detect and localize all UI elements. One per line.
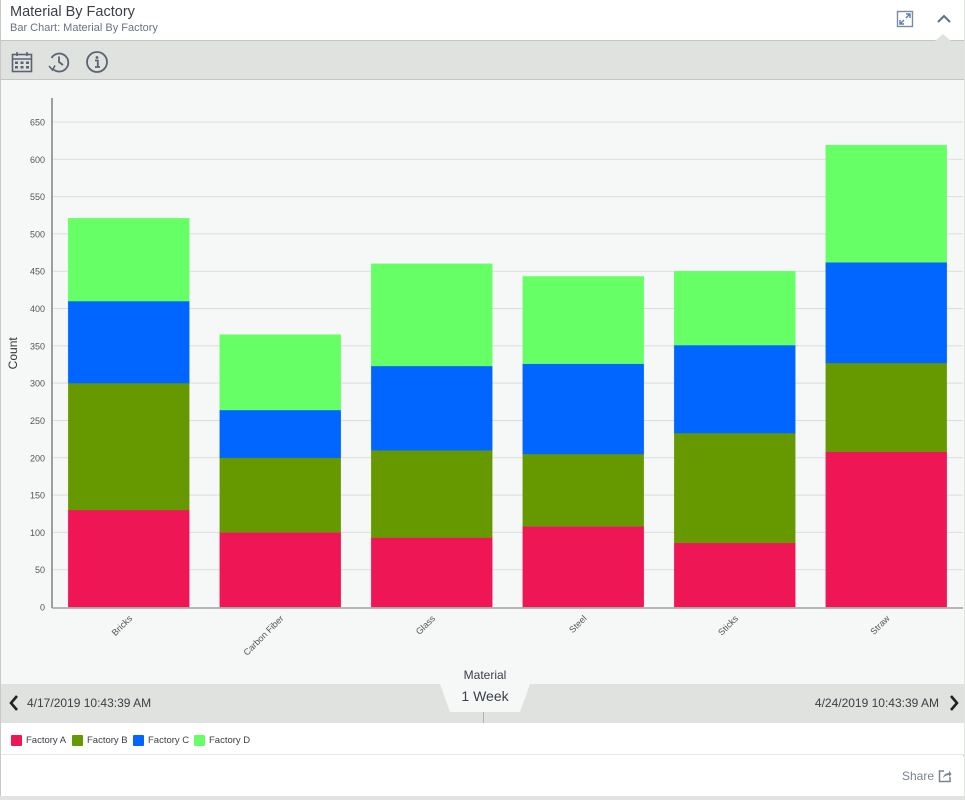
legend-swatch	[11, 735, 22, 746]
x-tick-label: Glass	[414, 613, 438, 637]
bar-factory-d-sticks	[673, 270, 796, 346]
bar-factory-b-sticks	[673, 432, 796, 544]
panel-title: Material By Factory	[10, 4, 135, 20]
bar-factory-d-bricks	[67, 217, 190, 302]
share-icon	[938, 770, 952, 783]
x-tick-label: Carbon Fiber	[241, 613, 285, 657]
panel-subtitle: Bar Chart: Material By Factory	[10, 22, 158, 34]
y-tick-label: 100	[30, 528, 45, 538]
bar-factory-c-sticks	[673, 344, 796, 434]
y-tick-label: 550	[30, 192, 45, 202]
x-tick-label: Straw	[868, 613, 892, 637]
y-tick-label: 50	[35, 565, 45, 575]
x-axis-title: Material	[463, 668, 507, 682]
chart-legend: Factory A Factory B Factory C Factory D	[1, 723, 964, 755]
bar-factory-a-steel	[522, 526, 645, 608]
panel-footer: Share	[1, 756, 964, 796]
range-tab-shape	[440, 684, 530, 712]
legend-item-factory-d[interactable]: Factory D	[194, 735, 250, 746]
bar-factory-d-steel	[522, 276, 645, 365]
y-tick-label: 250	[30, 416, 45, 426]
range-end-time: 4/24/2019 10:43:39 AM	[814, 696, 939, 710]
y-axis-ticks: 0 50 100 150 200 250 300 350 400 450 500 550 600 650	[30, 118, 45, 613]
x-tick-label: Steel	[567, 613, 589, 635]
bar-factory-c-carbon-fiber	[219, 409, 342, 459]
y-tick-label: 500	[30, 229, 45, 239]
expand-icon[interactable]	[896, 10, 914, 28]
bar-factory-b-bricks	[67, 382, 190, 511]
collapse-chevron-up-icon[interactable]	[935, 10, 953, 28]
stacked-bar-chart: 050100150200250300350400450500550600650 …	[6, 98, 963, 658]
time-range-bar: 4/17/2019 10:43:39 AM 1 Week 4/24/2019 1…	[1, 684, 964, 723]
bar-factory-a-carbon-fiber	[219, 532, 342, 608]
y-tick-label: 200	[30, 453, 45, 463]
legend-label: Factory B	[87, 735, 128, 746]
range-start-time: 4/17/2019 10:43:39 AM	[27, 696, 152, 710]
info-icon[interactable]	[85, 50, 109, 74]
share-label: Share	[901, 769, 934, 783]
y-tick-label: 0	[40, 603, 45, 613]
y-tick-label: 600	[30, 155, 45, 165]
bar-factory-c-bricks	[67, 300, 190, 384]
y-tick-label: 650	[30, 118, 45, 128]
legend-swatch	[194, 735, 205, 746]
panel-header: Material By Factory Bar Chart: Material …	[1, 0, 964, 41]
calendar-icon[interactable]	[10, 50, 34, 74]
legend-swatch	[133, 735, 144, 746]
y-tick-label: 300	[30, 379, 45, 389]
legend-label: Factory A	[26, 735, 67, 746]
legend-swatch	[72, 735, 83, 746]
history-icon[interactable]	[47, 50, 71, 74]
legend-item-factory-b[interactable]: Factory B	[72, 735, 128, 746]
gridlines	[52, 121, 963, 571]
header-notch	[935, 34, 951, 41]
bar-factory-d-carbon-fiber	[219, 334, 342, 411]
bar-factory-c-straw	[825, 261, 948, 364]
legend-label: Factory C	[148, 735, 190, 746]
y-tick-label: 400	[30, 304, 45, 314]
bar-factory-a-bricks	[67, 509, 190, 608]
bar-factory-b-steel	[522, 453, 645, 527]
y-tick-label: 150	[30, 491, 45, 501]
range-center-tick	[483, 712, 484, 723]
legend-item-factory-c[interactable]: Factory C	[133, 735, 189, 746]
bar-factory-c-glass	[370, 365, 493, 451]
chart-area: 0 50 100 150 200 250 300 350 400 450 500 550 600 650 …	[1, 80, 964, 684]
bar-factory-b-glass	[370, 450, 493, 538]
bar-factory-c-steel	[522, 363, 645, 455]
share-button[interactable]: Share	[902, 769, 952, 783]
next-arrow-icon[interactable]	[947, 694, 961, 712]
toolbar	[1, 41, 964, 80]
bar-factory-a-glass	[370, 537, 493, 608]
x-axis-ticks: Bricks Carbon Fiber Glass Steel Sticks Straw	[110, 613, 892, 658]
bar-factory-b-straw	[825, 362, 948, 453]
y-tick-label: 450	[30, 267, 45, 277]
bar-factory-b-carbon-fiber	[219, 457, 342, 533]
bar-factory-d-straw	[825, 144, 948, 263]
bar-factory-a-straw	[825, 451, 948, 608]
previous-arrow-icon[interactable]	[7, 694, 21, 712]
x-tick-label: Bricks	[110, 613, 135, 638]
y-axis-title: Count	[6, 337, 20, 370]
range-duration[interactable]: 1 Week	[461, 688, 509, 704]
bars	[67, 144, 948, 608]
legend-item-factory-a[interactable]: Factory A	[11, 735, 66, 746]
x-tick-label: Sticks	[716, 613, 740, 637]
legend-label: Factory D	[209, 735, 251, 746]
bar-factory-a-sticks	[673, 542, 796, 608]
bar-factory-d-glass	[370, 263, 493, 367]
y-tick-label: 350	[30, 341, 45, 351]
